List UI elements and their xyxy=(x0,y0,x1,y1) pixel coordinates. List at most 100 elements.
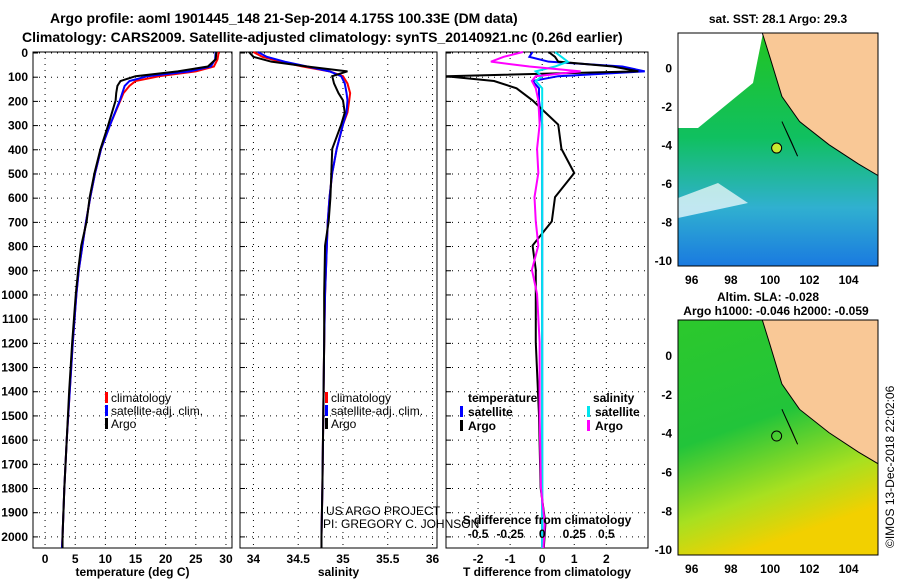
series-line-satellite-adj-clim- xyxy=(60,51,217,549)
sla-map-panel: 96 98 100 102 104 0 -2 -4 -6 -8 -10 Altim. SLA: -0.… xyxy=(655,290,879,576)
x-axis-label: T difference from climatology xyxy=(463,565,631,579)
y-tick-label: 100 xyxy=(8,70,28,84)
sst-map-panel: 96 98 100 102 104 0 -2 -4 -6 -8 -10 sat. SST: 28.1 … xyxy=(655,12,879,287)
series-line-diff xyxy=(445,51,639,549)
y-tick-label: 1500 xyxy=(1,409,28,423)
no-data-area xyxy=(678,183,748,218)
map-title: Altim. SLA: -0.028 xyxy=(717,290,819,304)
x-tick-label: 5 xyxy=(72,552,79,566)
x-tick-label: 35 xyxy=(336,552,350,566)
map-x-tick-label: 102 xyxy=(799,273,819,287)
legend-label: satellite xyxy=(595,405,640,419)
island xyxy=(781,409,799,445)
credit-project: US ARGO PROJECT xyxy=(326,504,441,518)
legend-label: Argo xyxy=(111,417,137,431)
credit-pi: PI: GREGORY C. JOHNSON xyxy=(323,517,479,531)
x-tick-label: 0 xyxy=(42,552,49,566)
x-tick-label: 36 xyxy=(426,552,440,566)
series-line-argo xyxy=(248,51,348,548)
map-y-tick-label: -8 xyxy=(661,504,672,518)
map-y-tick-label: -2 xyxy=(661,388,672,402)
series-line-satellite-adj-clim- xyxy=(257,51,349,548)
y-tick-label: 800 xyxy=(8,240,28,254)
y-tick-label: 1100 xyxy=(2,312,28,326)
legend-swatch xyxy=(460,406,463,417)
map-frame xyxy=(677,319,879,556)
y-tick-label: 2000 xyxy=(1,530,28,544)
x2-axis-label: S difference from climatology xyxy=(463,513,632,527)
y-tick-label: 0 xyxy=(21,46,28,60)
map-x-tick-label: 100 xyxy=(760,562,780,576)
map-x-tick-label: 98 xyxy=(724,273,738,287)
map-x-tick-label: 100 xyxy=(760,273,780,287)
y-tick-label: 900 xyxy=(8,264,28,278)
map-title: sat. SST: 28.1 Argo: 29.3 xyxy=(709,12,848,26)
map-y-tick-label: -2 xyxy=(661,100,672,114)
map-y-tick-label: -4 xyxy=(661,139,672,153)
x-tick-label: 2 xyxy=(603,552,610,566)
y-tick-label: 700 xyxy=(8,215,28,229)
difference-panel: -2 -1 0 1 2T difference from climatology -0.5… xyxy=(445,51,649,579)
legend-swatch xyxy=(325,418,328,429)
x-tick-label: 25 xyxy=(189,552,203,566)
map-y-tick-label: 0 xyxy=(665,349,672,363)
x-tick-label: 35.5 xyxy=(376,552,400,566)
y-tick-label: 1300 xyxy=(1,361,28,375)
legend-label: Argo xyxy=(468,419,496,433)
x-tick-label: 30 xyxy=(219,552,233,566)
series-line-climatology xyxy=(60,51,220,549)
x-tick-label: 10 xyxy=(99,552,113,566)
x-tick-label: 1 xyxy=(571,552,578,566)
x2-tick-label: 0.25 xyxy=(563,527,587,541)
legend-swatch xyxy=(105,392,108,403)
map-x-tick-label: 104 xyxy=(839,273,859,287)
legend-swatch xyxy=(325,405,328,416)
map-x-tick-label: 102 xyxy=(799,562,819,576)
x-tick-label: -2 xyxy=(473,552,484,566)
map-x-tick-label: 98 xyxy=(724,562,738,576)
map-y-tick-label: -8 xyxy=(661,216,672,230)
series-line-diff xyxy=(527,51,646,548)
salinity-panel: 34 34.5 35 35.5 36 salinity climatologysatelli… xyxy=(239,51,440,579)
legend-label: climatology xyxy=(331,391,391,405)
y-tick-label: 400 xyxy=(8,143,28,157)
y-tick-label: 1200 xyxy=(1,336,28,350)
map-y-tick-label: -10 xyxy=(655,543,673,557)
map-x-tick-label: 96 xyxy=(685,273,699,287)
y-tick-label: 1700 xyxy=(1,457,28,471)
plot-frame xyxy=(32,51,233,549)
y-tick-label: 1000 xyxy=(1,288,28,302)
series-line-argo xyxy=(61,51,218,548)
x2-tick-label: -0.25 xyxy=(496,527,524,541)
credit-stamp: ©IMOS 13-Dec-2018 22:02:06 xyxy=(883,385,897,548)
legend-label: Argo xyxy=(595,419,623,433)
y-tick-label: 200 xyxy=(8,94,28,108)
x-tick-label: 20 xyxy=(159,552,173,566)
legend-label: satellite xyxy=(468,405,513,419)
legend-title: salinity xyxy=(593,391,635,405)
x-tick-label: 0 xyxy=(539,552,546,566)
map-y-tick-label: -6 xyxy=(661,177,672,191)
plot-frame xyxy=(239,51,438,549)
map-frame xyxy=(677,32,879,267)
map-y-tick-label: 0 xyxy=(665,62,672,76)
x2-tick-label: 0.5 xyxy=(598,527,615,541)
argo-position-marker xyxy=(771,142,783,154)
map-y-tick-label: -10 xyxy=(655,254,673,268)
legend-label: Argo xyxy=(331,417,357,431)
temperature-panel: 0100200300400500600700800900100011001200… xyxy=(1,46,233,579)
legend-swatch xyxy=(105,405,108,416)
y-tick-label: 1400 xyxy=(1,385,28,399)
title-line1: Argo profile: aoml 1901445_148 21-Sep-20… xyxy=(50,10,518,26)
island xyxy=(781,121,799,157)
x-tick-label: 34.5 xyxy=(287,552,311,566)
y-tick-label: 1600 xyxy=(1,433,28,447)
x2-tick-label: 0 xyxy=(539,527,546,541)
map-y-tick-label: -4 xyxy=(661,427,672,441)
legend-swatch xyxy=(105,418,108,429)
x-tick-label: -1 xyxy=(505,552,516,566)
x-tick-label: 34 xyxy=(247,552,261,566)
series-line-diff xyxy=(490,51,581,549)
map-y-tick-label: -6 xyxy=(661,465,672,479)
y-tick-label: 1800 xyxy=(1,482,28,496)
